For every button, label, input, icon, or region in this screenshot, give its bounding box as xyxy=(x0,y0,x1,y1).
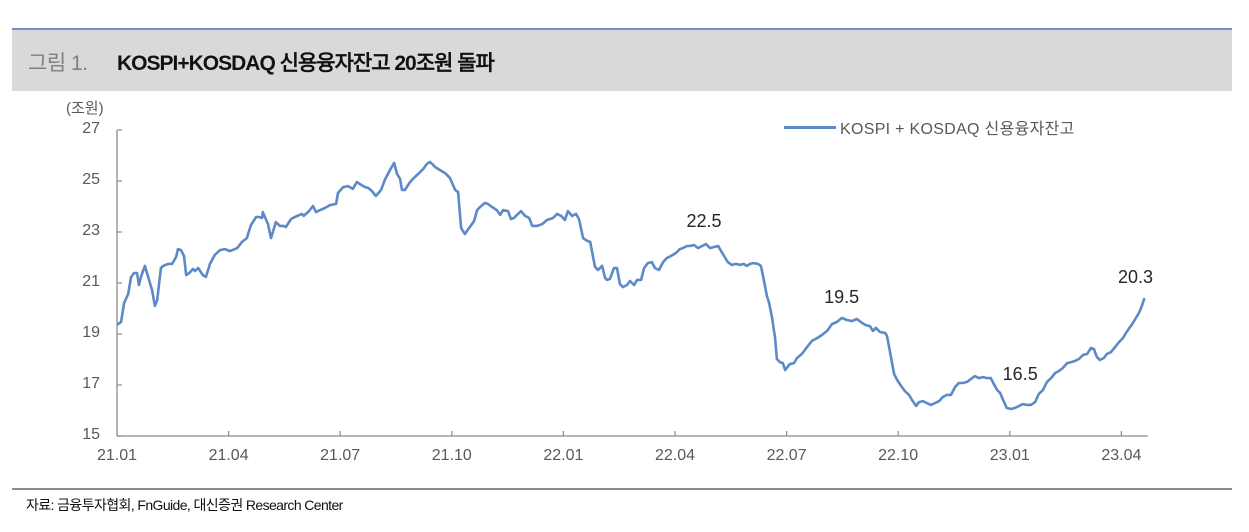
x-tick-label: 22.01 xyxy=(543,447,584,464)
annotation-label: 22.5 xyxy=(686,210,722,231)
legend-label: KOSPI + KOSDAQ 신용융자잔고 xyxy=(840,121,1075,138)
x-tick-label: 21.01 xyxy=(96,447,138,464)
figure-header xyxy=(12,30,1232,91)
x-tick-label: 23.04 xyxy=(1101,447,1142,464)
figure-title: KOSPI+KOSDAQ 신용융자잔고 20조원 돌파 xyxy=(117,52,495,75)
chart-legend: KOSPI + KOSDAQ 신용융자잔고 xyxy=(784,116,1075,138)
footer-rule xyxy=(12,488,1232,490)
y-tick-label: 27 xyxy=(82,120,100,137)
x-tick-label: 22.04 xyxy=(654,447,696,464)
y-tick-label: 21 xyxy=(82,273,100,290)
y-tick-label: 19 xyxy=(82,324,100,341)
x-tick-label: 21.07 xyxy=(320,447,361,464)
figure-number: 그림 1. xyxy=(28,52,88,75)
y-tick-label: 15 xyxy=(82,426,100,443)
chart-axes xyxy=(116,129,1148,437)
annotation-label: 20.3 xyxy=(1118,266,1154,287)
header-rule xyxy=(12,28,1232,30)
legend-line-swatch xyxy=(784,125,836,129)
y-tick-label: 25 xyxy=(82,171,100,188)
x-tick-label: 22.10 xyxy=(878,447,919,464)
credit-balance-line xyxy=(116,160,1146,411)
annotation-label: 19.5 xyxy=(824,287,860,308)
x-tick-label: 23.01 xyxy=(989,447,1030,464)
y-tick-label: 23 xyxy=(82,222,100,239)
source-note: 자료: 금융투자협회, FnGuide, 대신증권 Research Cente… xyxy=(26,497,343,513)
x-tick-label: 21.04 xyxy=(208,447,249,464)
y-tick-label: 17 xyxy=(82,375,100,392)
x-tick-label: 21.10 xyxy=(431,447,472,464)
annotation-label: 16.5 xyxy=(1002,363,1038,384)
y-axis-unit: (조원) xyxy=(66,100,104,117)
x-tick-label: 22.07 xyxy=(766,447,807,464)
